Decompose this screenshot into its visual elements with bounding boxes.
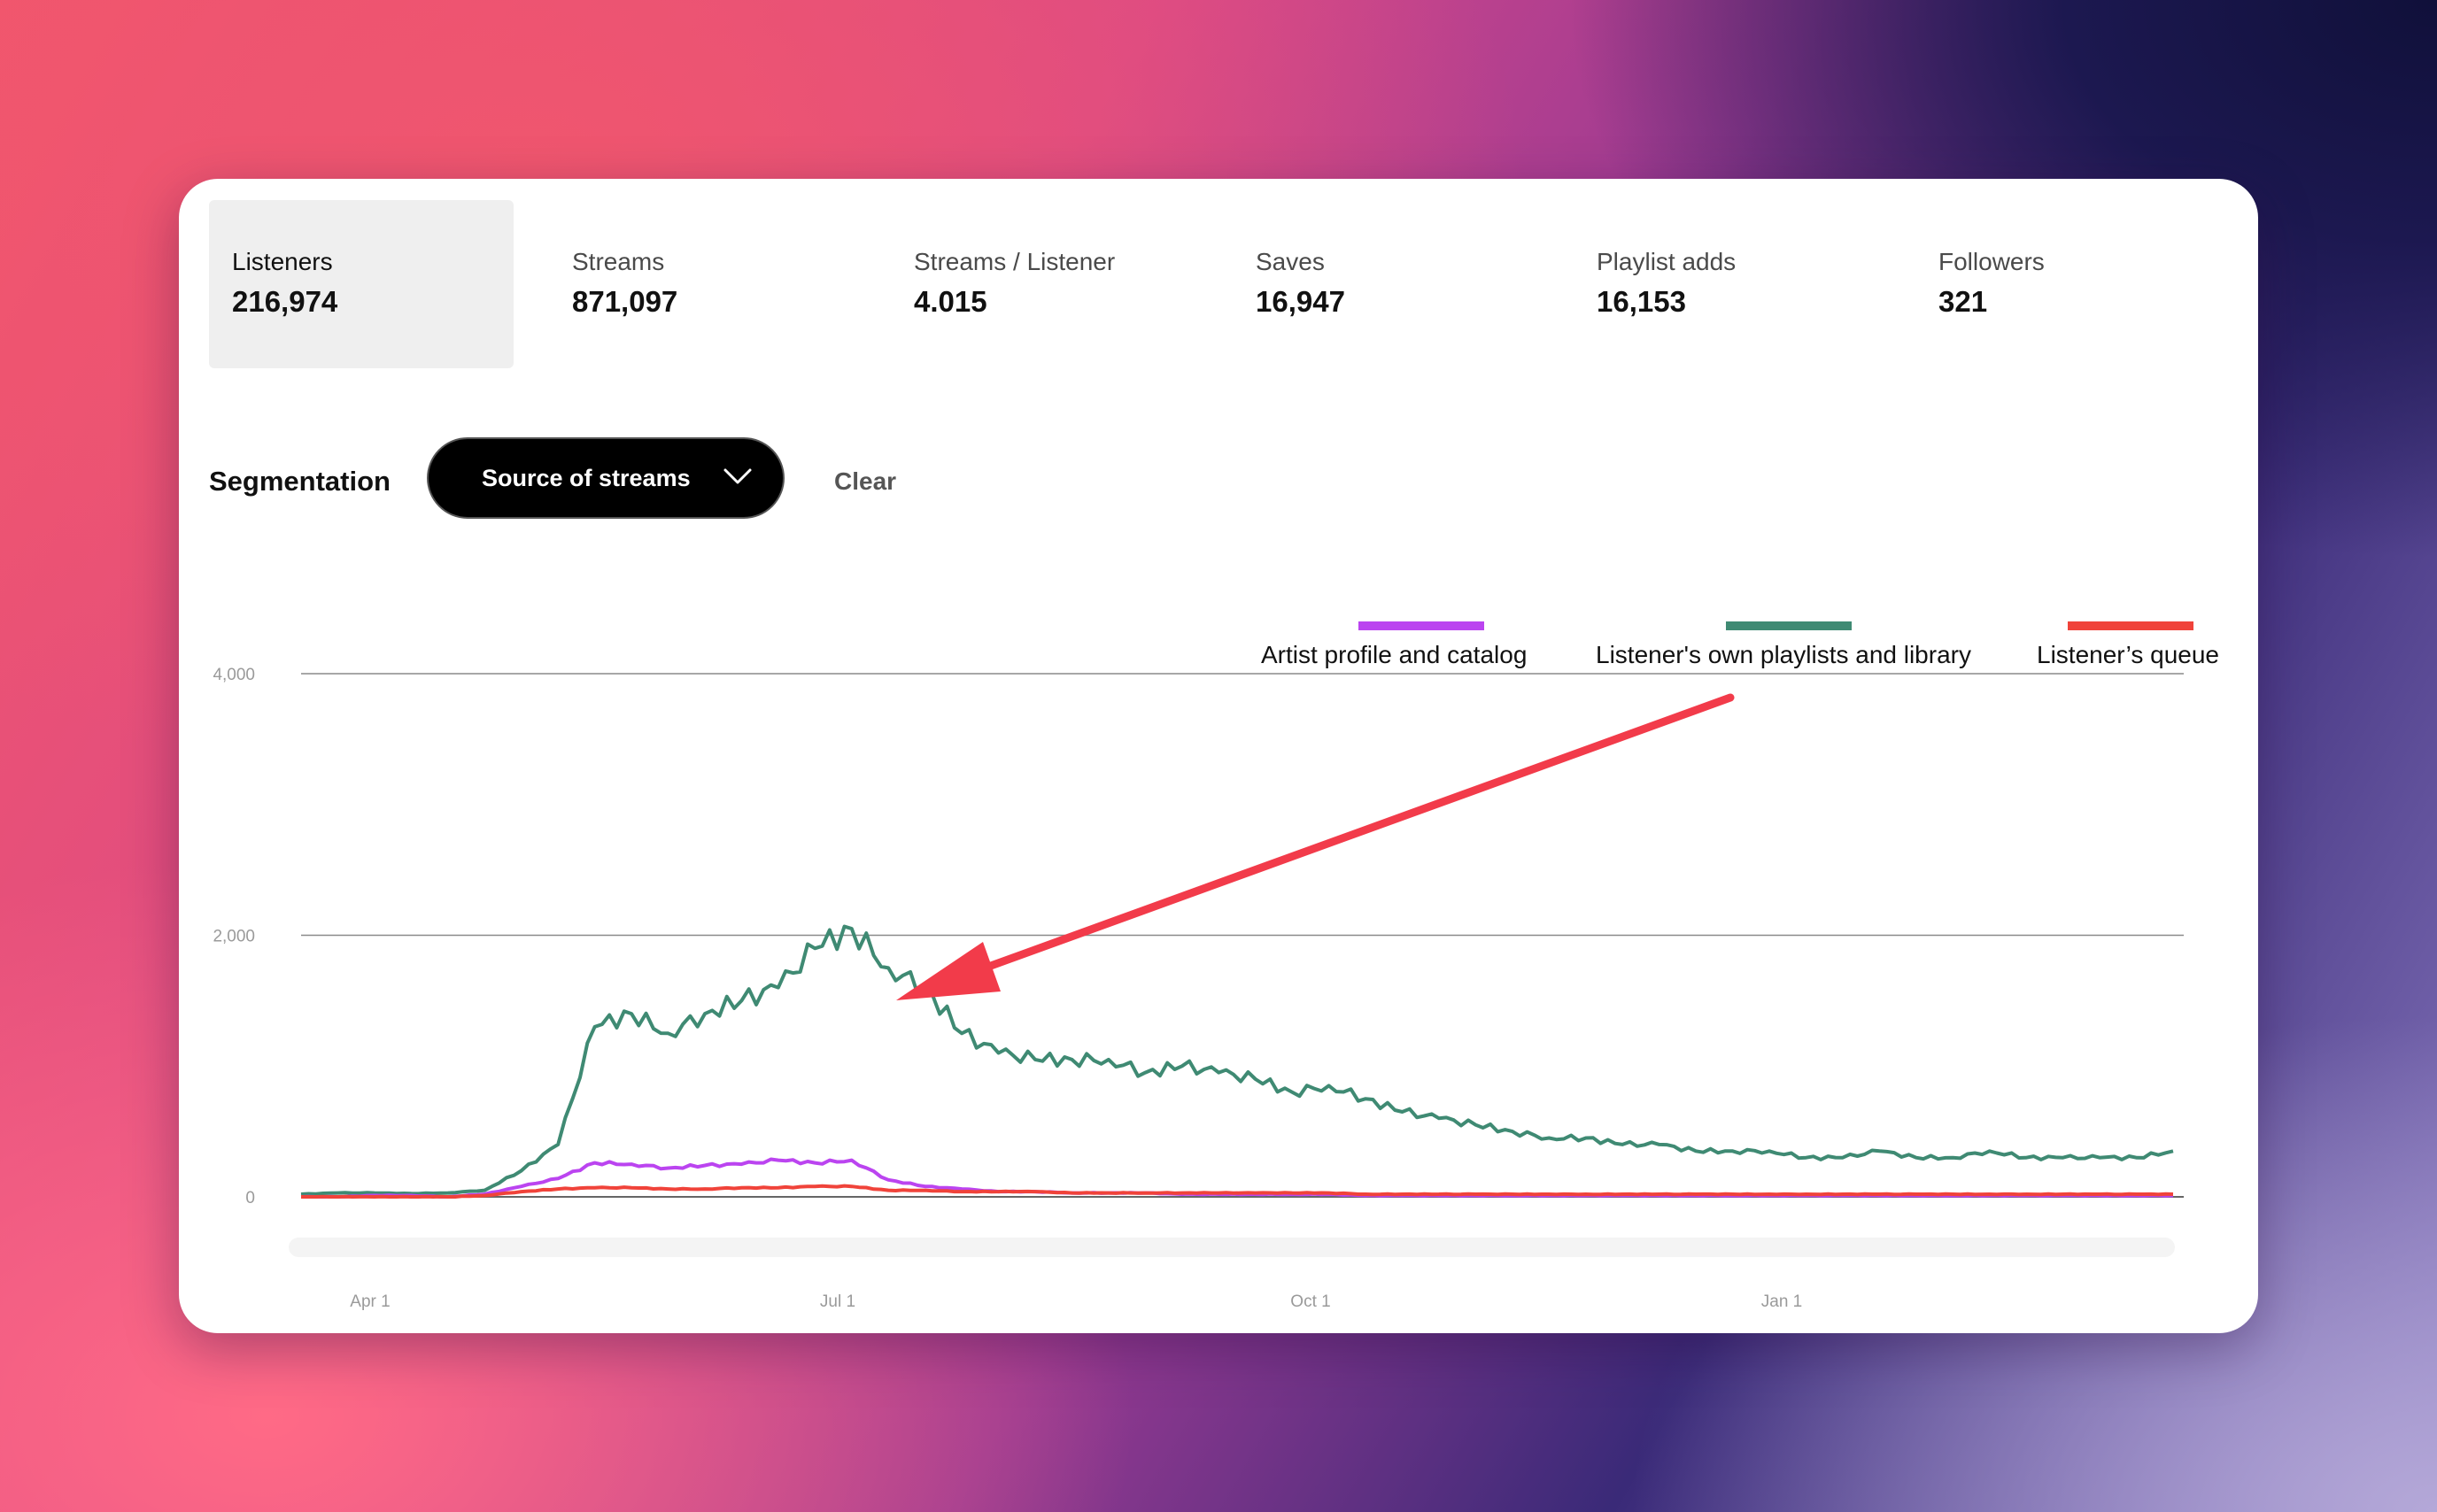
metric-label: Playlist adds: [1597, 248, 1737, 275]
metric-label: Saves: [1256, 248, 1325, 275]
y-tick-label: 4,000: [213, 666, 255, 684]
metric-value: 871,097: [572, 285, 678, 318]
segmentation-label: Segmentation: [209, 466, 391, 497]
y-axis-ticks: 0 2,000 4,000: [213, 666, 255, 1207]
metric-streams[interactable]: Streams 871,097: [549, 200, 854, 368]
legend-item-artist[interactable]: Artist profile and catalog: [1261, 621, 1559, 675]
x-tick-label: Oct 1: [1290, 1292, 1330, 1311]
segmentation-selected-value: Source of streams: [482, 465, 691, 491]
clear-button[interactable]: Clear: [834, 467, 897, 495]
metric-value: 16,947: [1256, 285, 1345, 318]
metric-value: 216,974: [232, 285, 338, 318]
metrics-row: Listeners 216,974 Streams 871,097 Stream…: [209, 200, 2228, 368]
legend-item-playlists[interactable]: Listener's own playlists and library: [1596, 621, 1985, 675]
legend-swatch: [1358, 621, 1484, 630]
annotation-arrow: [896, 693, 1735, 1000]
metric-value: 4.015: [914, 285, 987, 318]
metric-listeners[interactable]: Listeners 216,974: [209, 200, 514, 368]
metric-value: 16,153: [1597, 285, 1686, 318]
legend-swatch: [2068, 621, 2193, 630]
metric-label: Listeners: [232, 248, 333, 275]
chart-series: [300, 924, 2174, 1199]
metric-label: Streams / Listener: [914, 248, 1116, 275]
x-tick-label: Jul 1: [820, 1292, 855, 1311]
metric-saves[interactable]: Saves 16,947: [1233, 200, 1537, 368]
chevron-down-icon: [723, 468, 752, 484]
y-tick-label: 2,000: [213, 928, 255, 946]
chart-gridlines: [301, 673, 2184, 1198]
segmentation-dropdown[interactable]: Source of streams: [427, 437, 785, 519]
y-tick-label: 0: [245, 1189, 255, 1207]
metric-playlist-adds[interactable]: Playlist adds 16,153: [1574, 200, 1878, 368]
metric-followers[interactable]: Followers 321: [1915, 200, 2220, 368]
line-chart: 0 2,000 4,000 Apr 1 Jul 1 Oct 1 Jan 1: [213, 666, 2184, 1311]
metric-label: Streams: [572, 248, 665, 275]
x-axis-ticks: Apr 1 Jul 1 Oct 1 Jan 1: [350, 1292, 1802, 1311]
metric-value: 321: [1938, 285, 1988, 318]
legend-item-queue[interactable]: Listener’s queue: [2037, 621, 2223, 675]
x-tick-label: Jan 1: [1761, 1292, 1802, 1311]
legend-label: Listener’s queue: [2037, 641, 2220, 668]
series-line-queue: [301, 1184, 2174, 1199]
legend-swatch: [1726, 621, 1852, 630]
x-tick-label: Apr 1: [350, 1292, 390, 1311]
analytics-card: Listeners 216,974 Streams 871,097 Stream…: [179, 179, 2258, 1333]
legend-label: Listener's own playlists and library: [1596, 641, 1971, 668]
legend-label: Artist profile and catalog: [1261, 641, 1528, 668]
metric-label: Followers: [1938, 248, 2045, 275]
series-line-playlists: [300, 924, 2174, 1196]
metric-streams-per-listener[interactable]: Streams / Listener 4.015: [891, 200, 1195, 368]
chart-scrollbar[interactable]: [289, 1238, 2175, 1257]
series-line-artist: [300, 1157, 2174, 1199]
